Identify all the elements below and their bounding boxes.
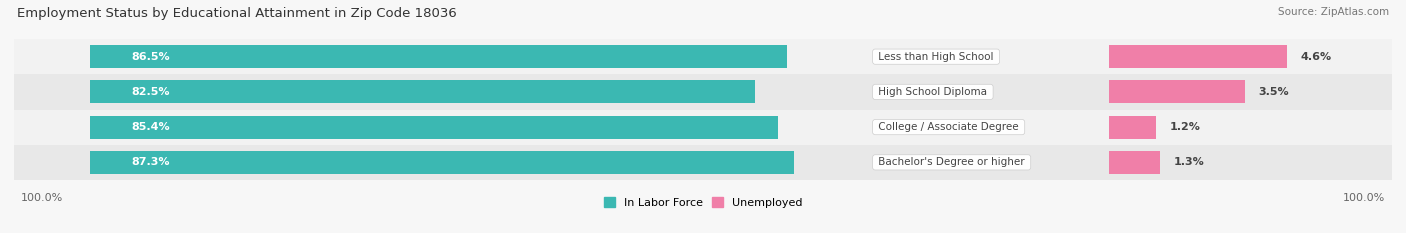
Text: 3.5%: 3.5%	[1258, 87, 1289, 97]
Bar	[90, 151, 793, 174]
Text: 85.4%: 85.4%	[131, 122, 170, 132]
Bar	[90, 116, 778, 139]
Bar	[14, 110, 1392, 145]
Text: College / Associate Degree: College / Associate Degree	[876, 122, 1022, 132]
Bar	[90, 45, 787, 68]
Text: 87.3%: 87.3%	[131, 157, 170, 167]
Bar	[1109, 116, 1156, 139]
Text: 4.6%: 4.6%	[1301, 52, 1331, 62]
Bar	[90, 80, 755, 103]
Text: 82.5%: 82.5%	[131, 87, 170, 97]
Text: Less than High School: Less than High School	[876, 52, 997, 62]
Text: 1.3%: 1.3%	[1174, 157, 1204, 167]
Text: Bachelor's Degree or higher: Bachelor's Degree or higher	[876, 157, 1028, 167]
Text: Employment Status by Educational Attainment in Zip Code 18036: Employment Status by Educational Attainm…	[17, 7, 457, 20]
Text: 1.2%: 1.2%	[1170, 122, 1201, 132]
Bar	[14, 74, 1392, 110]
Text: 100.0%: 100.0%	[21, 193, 63, 203]
Bar	[1109, 151, 1160, 174]
Bar	[1109, 45, 1286, 68]
Bar	[1109, 80, 1244, 103]
Text: High School Diploma: High School Diploma	[876, 87, 990, 97]
Text: 86.5%: 86.5%	[131, 52, 170, 62]
Text: 100.0%: 100.0%	[1343, 193, 1385, 203]
Bar	[14, 145, 1392, 180]
Text: Source: ZipAtlas.com: Source: ZipAtlas.com	[1278, 7, 1389, 17]
Bar	[14, 39, 1392, 74]
Legend: In Labor Force, Unemployed: In Labor Force, Unemployed	[599, 193, 807, 212]
